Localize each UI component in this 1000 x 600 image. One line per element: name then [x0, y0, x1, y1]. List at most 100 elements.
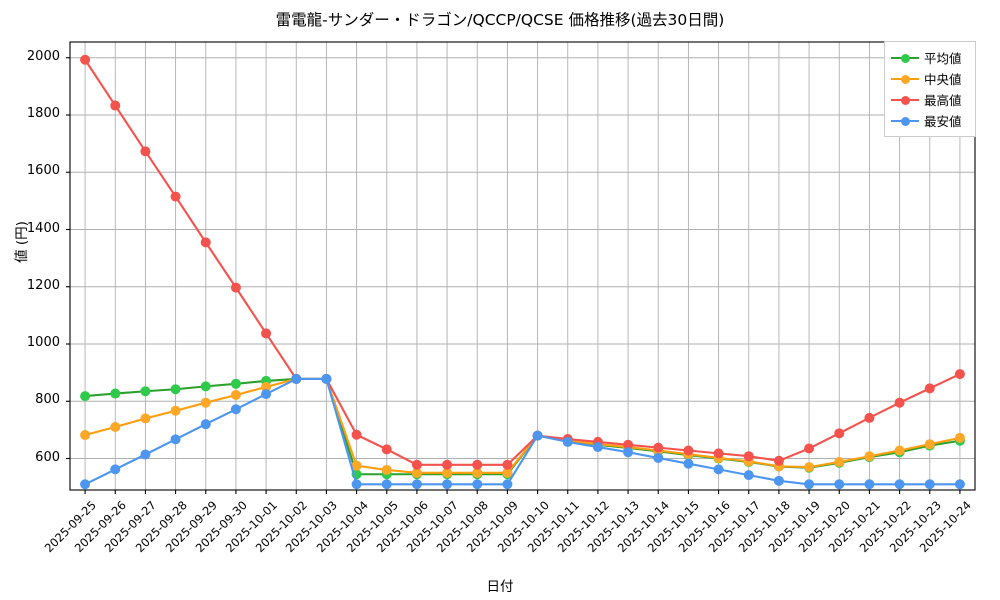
- data-point: [834, 428, 845, 439]
- legend: 平均値中央値最高値最安値: [884, 41, 976, 137]
- page-title: 雷電龍-サンダー・ドラゴン/QCCP/QCSE 価格推移(過去30日間): [275, 11, 725, 29]
- series-line: [84, 377, 961, 474]
- data-point: [261, 389, 272, 400]
- y-axis-tick-label: 1600: [26, 163, 60, 179]
- y-axis-tick-label: 800: [35, 392, 60, 408]
- data-point: [381, 464, 392, 475]
- data-point: [411, 479, 422, 490]
- data-point: [864, 412, 875, 423]
- y-axis-label: 値 (円): [14, 221, 30, 263]
- data-point: [140, 413, 151, 424]
- data-point: [110, 100, 121, 111]
- data-point: [170, 434, 181, 445]
- data-point: [230, 389, 241, 400]
- data-point: [351, 460, 362, 471]
- data-point: [140, 449, 151, 460]
- legend-item-3[interactable]: 最安値: [891, 110, 969, 131]
- data-point: [894, 445, 905, 456]
- data-point: [472, 459, 483, 470]
- data-point: [804, 462, 815, 473]
- data-point: [351, 479, 362, 490]
- legend-marker-icon: [891, 93, 919, 107]
- data-point: [954, 479, 965, 490]
- data-point: [140, 146, 151, 157]
- data-point: [502, 479, 513, 490]
- data-point: [834, 479, 845, 490]
- data-point: [110, 422, 121, 433]
- data-point: [261, 328, 272, 339]
- legend-item-1[interactable]: 中央値: [891, 68, 969, 89]
- data-point: [502, 459, 513, 470]
- series-line: [84, 377, 961, 486]
- y-axis-tick-label: 1800: [26, 105, 60, 121]
- data-point: [773, 455, 784, 466]
- legend-label: 平均値: [924, 51, 962, 66]
- x-axis-label: 日付: [486, 579, 514, 595]
- data-point: [442, 459, 453, 470]
- data-point: [954, 369, 965, 380]
- data-point: [170, 384, 181, 395]
- data-point: [592, 442, 603, 453]
- data-point: [713, 464, 724, 475]
- data-point: [351, 429, 362, 440]
- data-point: [80, 479, 91, 490]
- data-point: [80, 54, 91, 65]
- legend-label: 最安値: [924, 114, 962, 129]
- data-point: [502, 467, 513, 478]
- data-point: [653, 452, 664, 463]
- data-point: [804, 443, 815, 454]
- data-point: [924, 439, 935, 450]
- data-point: [170, 191, 181, 202]
- data-point: [230, 282, 241, 293]
- data-point: [834, 456, 845, 467]
- y-axis-tick-label: 1000: [26, 335, 60, 350]
- data-point: [864, 451, 875, 462]
- legend-marker-icon: [891, 51, 919, 65]
- data-point: [230, 404, 241, 415]
- series-2: [80, 54, 965, 470]
- legend-marker-icon: [891, 114, 919, 128]
- data-point: [562, 436, 573, 447]
- data-point: [713, 448, 724, 459]
- data-point: [924, 383, 935, 394]
- legend-item-2[interactable]: 最高値: [891, 89, 969, 110]
- data-point: [623, 439, 634, 450]
- data-point: [924, 479, 935, 490]
- data-point: [140, 386, 151, 397]
- data-point: [864, 479, 875, 490]
- y-axis-tick-label: 1200: [26, 277, 60, 293]
- legend-item-0[interactable]: 平均値: [891, 47, 969, 68]
- data-point: [230, 378, 241, 389]
- data-point: [743, 470, 754, 481]
- data-point: [381, 444, 392, 455]
- data-point: [411, 467, 422, 478]
- data-point: [532, 430, 543, 441]
- data-point: [200, 381, 211, 392]
- data-point: [683, 445, 694, 456]
- data-point: [442, 467, 453, 478]
- data-point: [110, 464, 121, 475]
- series-1: [80, 373, 965, 478]
- data-point: [321, 373, 332, 384]
- data-point: [110, 388, 121, 399]
- data-point: [200, 419, 211, 430]
- data-point: [80, 430, 91, 441]
- series-line: [84, 58, 961, 466]
- data-point: [773, 475, 784, 486]
- data-point: [80, 391, 91, 402]
- data-point: [442, 479, 453, 490]
- y-axis-tick-label: 2000: [26, 48, 60, 64]
- y-axis-tick-label: 600: [35, 449, 60, 465]
- legend-label: 中央値: [924, 72, 962, 87]
- legend-label: 最高値: [924, 93, 962, 108]
- data-point: [381, 479, 392, 490]
- data-point: [653, 442, 664, 453]
- data-point: [894, 397, 905, 408]
- data-point: [894, 479, 905, 490]
- data-point: [200, 237, 211, 248]
- data-point: [623, 447, 634, 458]
- axis-ticks: [66, 57, 961, 494]
- data-point: [743, 451, 754, 462]
- series-lines: [80, 54, 965, 490]
